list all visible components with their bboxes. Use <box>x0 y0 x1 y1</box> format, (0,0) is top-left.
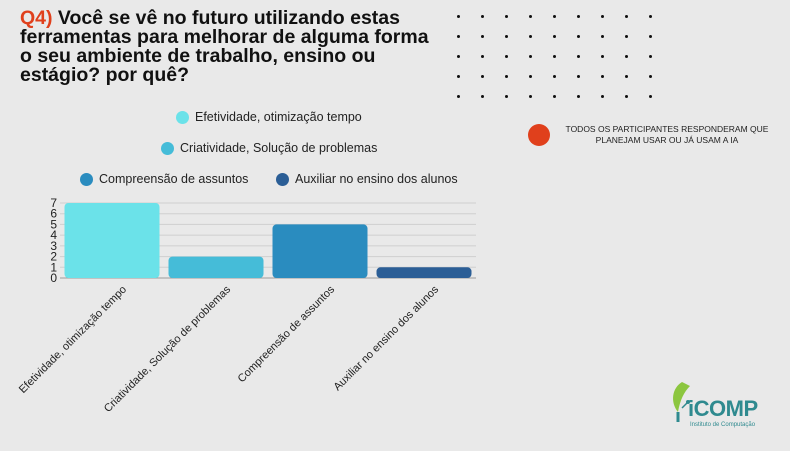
legend-swatch <box>176 110 189 124</box>
y-tick-label: 0 <box>50 271 57 285</box>
decorative-dot <box>457 95 460 98</box>
x-tick-label: Efetividade, otimização tempo <box>17 284 129 396</box>
decorative-dot <box>505 75 508 78</box>
decorative-dot <box>577 95 580 98</box>
decorative-dot <box>577 75 580 78</box>
participants-note: TODOS OS PARTICIPANTES RESPONDERAM QUE P… <box>528 124 778 146</box>
legend-swatch <box>161 141 174 155</box>
decorative-dot <box>601 95 604 98</box>
decorative-dot <box>625 95 628 98</box>
decorative-dot <box>553 15 556 18</box>
decorative-dot <box>649 35 652 38</box>
decorative-dot <box>601 15 604 18</box>
decorative-dot <box>553 95 556 98</box>
y-tick-label: 6 <box>50 207 57 221</box>
question-text: Você se vê no futuro utilizando estas fe… <box>20 7 429 86</box>
bar <box>168 256 264 278</box>
decorative-dot <box>649 75 652 78</box>
note-text: TODOS OS PARTICIPANTES RESPONDERAM QUE P… <box>565 124 769 145</box>
bar <box>272 224 368 278</box>
icomp-logo: iCOMP Instituto de Computação <box>668 376 778 436</box>
x-tick-label: Auxiliar no ensino dos alunos <box>331 283 441 393</box>
decorative-dot <box>529 35 532 38</box>
y-tick-label: 2 <box>50 250 57 264</box>
decorative-dot <box>601 75 604 78</box>
bar <box>376 267 472 278</box>
logo-wordmark: iCOMP <box>688 396 758 421</box>
decorative-dot <box>481 15 484 18</box>
decorative-dot <box>481 95 484 98</box>
decorative-dot <box>601 35 604 38</box>
legend-item-efetividade: Efetividade, otimização tempo <box>176 110 362 124</box>
decorative-dot <box>481 75 484 78</box>
decorative-dot <box>649 15 652 18</box>
decorative-dot <box>601 55 604 58</box>
leaf-icon <box>673 382 690 422</box>
decorative-dot <box>553 35 556 38</box>
decorative-dot <box>505 55 508 58</box>
y-tick-label: 5 <box>50 217 57 231</box>
y-tick-label: 7 <box>50 196 57 210</box>
decorative-dot <box>625 75 628 78</box>
legend-label: Efetividade, otimização tempo <box>195 110 362 124</box>
decorative-dot <box>529 95 532 98</box>
decorative-dot <box>529 15 532 18</box>
legend-label: Auxiliar no ensino dos alunos <box>295 172 458 186</box>
decorative-dot <box>529 75 532 78</box>
legend-swatch <box>276 172 289 186</box>
y-tick-label: 3 <box>50 239 57 253</box>
question-number: Q4) <box>20 7 53 29</box>
y-tick-label: 4 <box>50 228 57 242</box>
decorative-dot <box>505 95 508 98</box>
logo-subtitle: Instituto de Computação <box>690 422 756 428</box>
decorative-dot <box>481 35 484 38</box>
decorative-dot <box>505 35 508 38</box>
decorative-dot <box>625 55 628 58</box>
legend-item-criatividade: Criatividade, Solução de problemas <box>161 141 377 155</box>
y-tick-label: 1 <box>50 260 57 274</box>
decorative-dot <box>457 55 460 58</box>
decorative-dot <box>457 35 460 38</box>
decorative-dot <box>649 95 652 98</box>
decorative-dot <box>553 55 556 58</box>
decorative-dot <box>457 15 460 18</box>
decorative-dot <box>457 75 460 78</box>
decorative-dot <box>577 35 580 38</box>
decorative-dot <box>481 55 484 58</box>
x-tick-label: Criatividade, Solução de problemas <box>102 283 234 415</box>
decorative-dot <box>505 15 508 18</box>
legend-item-auxiliar: Auxiliar no ensino dos alunos <box>276 172 458 186</box>
decorative-dot <box>529 55 532 58</box>
legend-swatch <box>80 172 93 186</box>
decorative-dot <box>625 15 628 18</box>
legend-item-compreensao: Compreensão de assuntos <box>80 172 248 186</box>
legend-label: Compreensão de assuntos <box>99 172 249 186</box>
decorative-dot <box>625 35 628 38</box>
x-tick-label: Compreensão de assuntos <box>236 283 338 385</box>
decorative-dot <box>577 55 580 58</box>
decorative-dot <box>649 55 652 58</box>
note-bullet-icon <box>528 124 550 146</box>
decorative-dot <box>553 75 556 78</box>
bar <box>64 203 160 278</box>
legend-label: Criatividade, Solução de problemas <box>180 141 378 155</box>
decorative-dot <box>577 15 580 18</box>
slide-title: Q4) Você se vê no futuro utilizando esta… <box>20 7 440 86</box>
